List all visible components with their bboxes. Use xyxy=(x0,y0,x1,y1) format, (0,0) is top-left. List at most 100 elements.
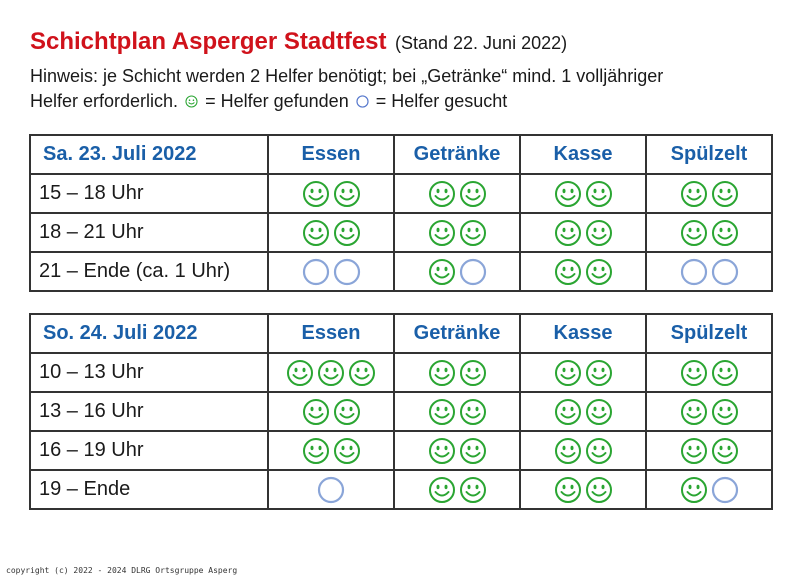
shift-slot xyxy=(645,391,773,432)
helper-found-smiley-icon xyxy=(428,398,456,426)
helper-found-smiley-icon xyxy=(585,180,613,208)
day-label: Sa. 23. Juli 2022 xyxy=(29,134,269,175)
shift-slot xyxy=(393,430,521,471)
helper-found-smiley-icon xyxy=(585,437,613,465)
shift-time: 13 – 16 Uhr xyxy=(29,391,269,432)
column-header-spuelzelt: Spülzelt xyxy=(645,313,773,354)
shift-slot xyxy=(645,469,773,510)
shift-slot xyxy=(645,173,773,214)
shift-slot xyxy=(519,430,647,471)
column-header-kasse: Kasse xyxy=(519,134,647,175)
helper-found-smiley-icon xyxy=(428,359,456,387)
helper-wanted-circle-icon xyxy=(333,258,361,286)
shift-table-saturday: Sa. 23. Juli 2022 Essen Getränke Kasse S… xyxy=(29,134,773,292)
shift-time: 15 – 18 Uhr xyxy=(29,173,269,214)
helper-found-smiley-icon xyxy=(711,219,739,247)
helper-found-smiley-icon xyxy=(680,359,708,387)
circle-legend-icon xyxy=(356,90,369,108)
helper-found-smiley-icon xyxy=(711,359,739,387)
column-header-spuelzelt: Spülzelt xyxy=(645,134,773,175)
helper-found-smiley-icon xyxy=(585,476,613,504)
helper-found-smiley-icon xyxy=(459,359,487,387)
helper-found-smiley-icon xyxy=(286,359,314,387)
shift-slot xyxy=(645,352,773,393)
table-header-row: Sa. 23. Juli 2022 Essen Getränke Kasse S… xyxy=(29,134,773,175)
helper-found-smiley-icon xyxy=(302,398,330,426)
helper-found-smiley-icon xyxy=(302,219,330,247)
shift-slot xyxy=(519,469,647,510)
wanted-legend-label: = Helfer gesucht xyxy=(375,91,508,111)
shift-slot xyxy=(393,212,521,253)
column-header-essen: Essen xyxy=(267,313,395,354)
helper-found-smiley-icon xyxy=(317,359,345,387)
helper-found-smiley-icon xyxy=(333,398,361,426)
helper-found-smiley-icon xyxy=(348,359,376,387)
helper-found-smiley-icon xyxy=(680,398,708,426)
table-row: 15 – 18 Uhr xyxy=(29,173,773,214)
helper-found-smiley-icon xyxy=(585,359,613,387)
helper-found-smiley-icon xyxy=(554,180,582,208)
shift-slot xyxy=(519,352,647,393)
helper-found-smiley-icon xyxy=(428,437,456,465)
shift-slot xyxy=(267,352,395,393)
shift-slot xyxy=(393,469,521,510)
helper-found-smiley-icon xyxy=(459,476,487,504)
helper-found-smiley-icon xyxy=(554,398,582,426)
column-header-kasse: Kasse xyxy=(519,313,647,354)
helper-found-smiley-icon xyxy=(333,180,361,208)
column-header-getraenke: Getränke xyxy=(393,134,521,175)
plan-date: (Stand 22. Juni 2022) xyxy=(394,33,568,53)
hint-text: Hinweis: je Schicht werden 2 Helfer benö… xyxy=(30,64,780,114)
shift-slot xyxy=(393,391,521,432)
table-row: 10 – 13 Uhr xyxy=(29,352,773,393)
plan-title: Schichtplan Asperger Stadtfest xyxy=(30,28,387,55)
helper-found-smiley-icon xyxy=(459,398,487,426)
shift-slot xyxy=(645,430,773,471)
shift-slot xyxy=(645,212,773,253)
shift-slot xyxy=(267,469,395,510)
table-row: 18 – 21 Uhr xyxy=(29,212,773,253)
helper-wanted-circle-icon xyxy=(711,476,739,504)
helper-found-smiley-icon xyxy=(459,437,487,465)
helper-wanted-circle-icon xyxy=(459,258,487,286)
helper-found-smiley-icon xyxy=(554,476,582,504)
helper-found-smiley-icon xyxy=(554,258,582,286)
table-row: 19 – Ende xyxy=(29,469,773,510)
helper-found-smiley-icon xyxy=(680,476,708,504)
shift-slot xyxy=(393,352,521,393)
helper-found-smiley-icon xyxy=(333,219,361,247)
shift-time: 10 – 13 Uhr xyxy=(29,352,269,393)
hint-line-2: Helfer erforderlich. = Helfer gefunden =… xyxy=(30,89,780,114)
helper-wanted-circle-icon xyxy=(302,258,330,286)
shift-slot xyxy=(267,391,395,432)
helper-wanted-circle-icon xyxy=(711,258,739,286)
helper-found-smiley-icon xyxy=(459,180,487,208)
helper-found-smiley-icon xyxy=(680,437,708,465)
shift-time: 18 – 21 Uhr xyxy=(29,212,269,253)
helper-found-smiley-icon xyxy=(554,359,582,387)
hint-line-1: Hinweis: je Schicht werden 2 Helfer benö… xyxy=(30,66,664,86)
helper-wanted-circle-icon xyxy=(317,476,345,504)
shift-slot xyxy=(267,212,395,253)
column-header-getraenke: Getränke xyxy=(393,313,521,354)
helper-found-smiley-icon xyxy=(333,437,361,465)
helper-found-smiley-icon xyxy=(428,219,456,247)
helper-found-smiley-icon xyxy=(302,180,330,208)
shift-slot xyxy=(519,212,647,253)
shift-slot xyxy=(519,173,647,214)
page-title: Schichtplan Asperger Stadtfest (Stand 22… xyxy=(30,28,567,56)
table-header-row: So. 24. Juli 2022 Essen Getränke Kasse S… xyxy=(29,313,773,354)
helper-found-smiley-icon xyxy=(585,398,613,426)
helper-found-smiley-icon xyxy=(554,219,582,247)
helper-found-smiley-icon xyxy=(428,476,456,504)
hint-line-2-start: Helfer erforderlich. xyxy=(30,91,179,111)
found-legend-label: = Helfer gefunden xyxy=(205,91,349,111)
helper-found-smiley-icon xyxy=(428,180,456,208)
shift-slot xyxy=(393,251,521,292)
shift-slot xyxy=(267,430,395,471)
helper-found-smiley-icon xyxy=(711,437,739,465)
shift-time: 21 – Ende (ca. 1 Uhr) xyxy=(29,251,269,292)
shift-slot xyxy=(267,251,395,292)
column-header-essen: Essen xyxy=(267,134,395,175)
helper-found-smiley-icon xyxy=(428,258,456,286)
